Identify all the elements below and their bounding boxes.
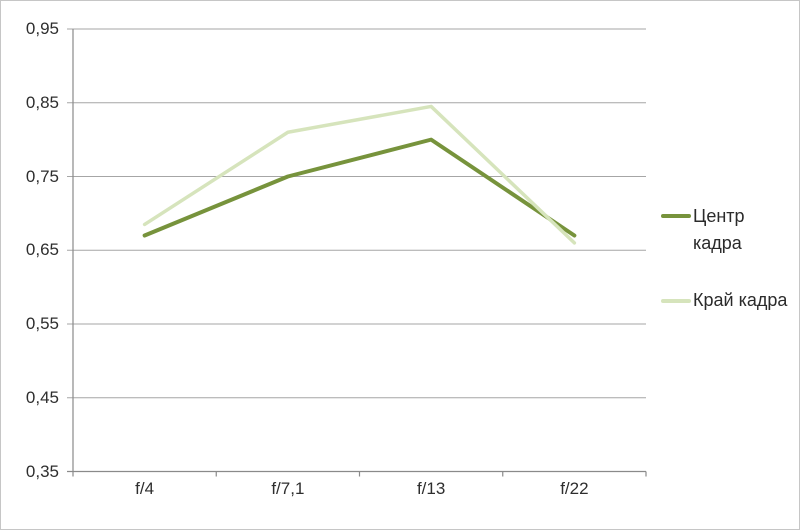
x-axis-tick-label: f/4 [135,479,155,498]
y-axis-tick-label: 0,55 [25,314,59,333]
y-axis-tick-label: 0,95 [25,19,59,38]
x-axis-tick-label: f/13 [416,479,446,498]
legend-item-center-frame[interactable]: Центр кадра [661,203,796,257]
legend-item-edge-frame[interactable]: Край кадра [661,287,796,314]
y-axis-tick-label: 0,45 [25,387,59,407]
y-axis-tick-label: 0,85 [25,92,59,112]
x-axis-tick-label: f/22 [560,479,589,498]
legend-label-edge-frame: Край кадра [693,290,788,310]
legend: Центр кадра Край кадра [661,203,796,314]
legend-label-center-frame: Центр кадра [693,206,745,253]
series-line-0[interactable] [142,137,577,238]
y-axis-tick-label: 0,65 [25,240,59,260]
x-axis-tick-label: f/7,1 [271,479,305,498]
series-line-1[interactable] [142,104,577,245]
series-edge-line-swatch [661,299,691,303]
series-center-line-swatch [661,214,691,218]
y-axis-tick-label: 0,35 [25,461,59,481]
y-axis-tick-label: 0,75 [25,166,59,186]
